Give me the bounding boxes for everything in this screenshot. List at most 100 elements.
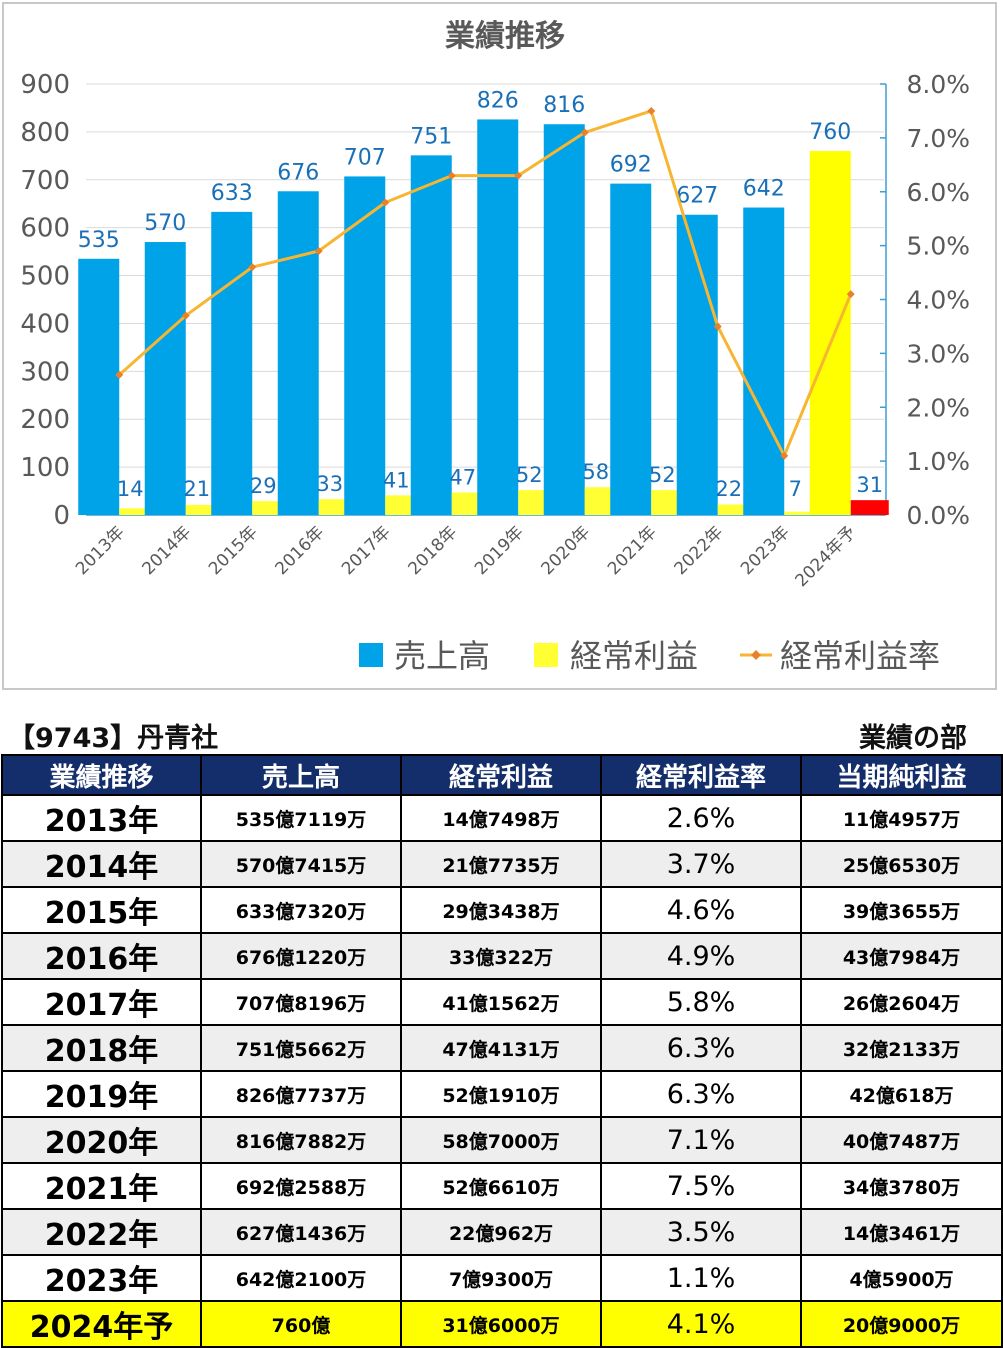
right-axis-tick-label: 2.0% [906, 393, 970, 422]
profit-rate-cell: 4.1% [600, 1300, 802, 1348]
table-row: 2019年 826億7737万 52億1910万 6.3% 42億618万 [1, 1070, 1003, 1118]
right-axis-tick-label: 8.0% [906, 70, 970, 99]
net-income-cell: 20億9000万 [800, 1300, 1003, 1348]
net-income-cell: 40億7487万 [800, 1116, 1003, 1164]
x-axis-tick-label: 2020年 [538, 522, 595, 579]
ordinary-profit-cell: 21億7735万 [400, 840, 602, 888]
profit-rate-cell: 7.5% [600, 1162, 802, 1210]
ordinary-profit-data-label: 52 [516, 463, 543, 487]
x-axis-tick-label: 2022年 [671, 522, 728, 579]
column-header-sales: 売上高 [200, 754, 402, 796]
sales-data-label: 760 [809, 120, 851, 145]
year-cell: 2022年 [1, 1208, 202, 1256]
right-axis-tick-label: 3.0% [906, 339, 970, 368]
year-cell: 2016年 [1, 932, 202, 980]
sales-data-label: 535 [78, 228, 120, 253]
sales-cell: 535億7119万 [200, 794, 402, 842]
sales-data-label: 816 [543, 93, 585, 118]
profit-rate-marker [181, 311, 190, 320]
ordinary-profit-cell: 52億1910万 [400, 1070, 602, 1118]
ordinary-profit-data-label: 14 [117, 477, 144, 501]
column-header-net-income: 当期純利益 [800, 754, 1003, 796]
net-income-cell: 32億2133万 [800, 1024, 1003, 1072]
ordinary-profit-cell: 47億4131万 [400, 1024, 602, 1072]
table-row: 2015年 633億7320万 29億3438万 4.6% 39億3655万 [1, 886, 1003, 934]
x-axis-tick-label: 2019年 [471, 522, 528, 579]
net-income-cell: 25億6530万 [800, 840, 1003, 888]
profit-rate-cell: 3.7% [600, 840, 802, 888]
year-cell: 2020年 [1, 1116, 202, 1164]
ordinary-profit-cell: 31億6000万 [400, 1300, 602, 1348]
sales-cell: 826億7737万 [200, 1070, 402, 1118]
right-axis-tick-label: 1.0% [906, 447, 970, 476]
ordinary-profit-data-label: 52 [649, 463, 676, 487]
left-axis-tick-label: 100 [20, 453, 70, 483]
chart-title: 業績推移 [445, 19, 565, 54]
x-axis-tick-label: 2014年 [139, 522, 196, 579]
left-axis-tick-label: 200 [20, 405, 70, 435]
sales-bar [477, 119, 519, 515]
column-header-ordinary-profit: 経常利益 [400, 754, 602, 796]
net-income-cell: 4億5900万 [800, 1254, 1003, 1302]
right-axis-tick-label: 0.0% [906, 501, 970, 530]
ordinary-profit-bar [784, 511, 823, 515]
net-income-cell: 34億3780万 [800, 1162, 1003, 1210]
table-row: 2018年 751億5662万 47億4131万 6.3% 32億2133万 [1, 1024, 1003, 1072]
sales-cell: 707億8196万 [200, 978, 402, 1026]
x-axis-tick-label: 2018年 [405, 522, 462, 579]
left-axis-tick-label: 600 [20, 214, 70, 244]
profit-rate-marker [647, 106, 656, 115]
year-cell: 2015年 [1, 886, 202, 934]
right-axis-tick-label: 7.0% [906, 124, 970, 153]
table-row: 2021年 692億2588万 52億6610万 7.5% 34億3780万 [1, 1162, 1003, 1210]
ordinary-profit-bar [185, 504, 224, 515]
legend-sales-label: 売上高 [394, 637, 490, 675]
ordinary-profit-data-label: 33 [316, 472, 343, 496]
profit-rate-line [118, 109, 853, 460]
table-row: 2020年 816億7882万 58億7000万 7.1% 40億7487万 [1, 1116, 1003, 1164]
ordinary-profit-cell: 52億6610万 [400, 1162, 602, 1210]
net-income-cell: 39億3655万 [800, 886, 1003, 934]
section-title: 業績の部 [859, 723, 967, 754]
performance-chart: 業績推移 0 100 200 300 400 500 600 700 800 900 0.0% 1.0%… [20, 19, 970, 675]
column-header-period: 業績推移 [1, 754, 202, 796]
profit-rate-cell: 5.8% [600, 978, 802, 1026]
x-axis-tick-label: 2013年 [72, 522, 129, 579]
sales-bar [610, 183, 652, 515]
ordinary-profit-data-label: 58 [582, 460, 609, 484]
x-axis-tick-label: 2015年 [205, 522, 262, 579]
left-axis-tick-label: 300 [20, 357, 70, 387]
left-axis-tick-label: 800 [20, 118, 70, 148]
sales-cell: 751億5662万 [200, 1024, 402, 1072]
year-cell: 2017年 [1, 978, 202, 1026]
sales-cell: 633億7320万 [200, 886, 402, 934]
profit-rate-marker [314, 247, 323, 256]
sales-data-label: 826 [477, 88, 519, 113]
ordinary-profit-cell: 22億962万 [400, 1208, 602, 1256]
sales-cell: 692億2588万 [200, 1162, 402, 1210]
year-cell: 2013年 [1, 794, 202, 842]
profit-rate-cell: 3.5% [600, 1208, 802, 1256]
sales-data-label: 633 [211, 181, 253, 206]
sales-data-label: 751 [410, 124, 452, 149]
year-cell: 2014年 [1, 840, 202, 888]
sales-bar [211, 211, 253, 515]
profit-rate-marker [248, 263, 257, 272]
profit-rate-cell: 7.1% [600, 1116, 802, 1164]
sales-data-label: 676 [277, 160, 319, 185]
ordinary-profit-cell: 41億1562万 [400, 978, 602, 1026]
profit-rate-marker [580, 128, 589, 137]
profit-rate-marker [514, 171, 523, 180]
profit-rate-marker [713, 322, 722, 331]
net-income-cell: 14億3461万 [800, 1208, 1003, 1256]
profit-rate-cell: 4.9% [600, 932, 802, 980]
sales-cell: 642億2100万 [200, 1254, 402, 1302]
sales-bar [543, 124, 585, 515]
net-income-cell: 42億618万 [800, 1070, 1003, 1118]
year-cell: 2018年 [1, 1024, 202, 1072]
ordinary-profit-cell: 33億322万 [400, 932, 602, 980]
ordinary-profit-cell: 14億7498万 [400, 794, 602, 842]
right-axis-tick-label: 5.0% [906, 232, 970, 261]
ordinary-profit-bar [119, 508, 158, 515]
table-row: 2014年 570億7415万 21億7735万 3.7% 25億6530万 [1, 840, 1003, 888]
